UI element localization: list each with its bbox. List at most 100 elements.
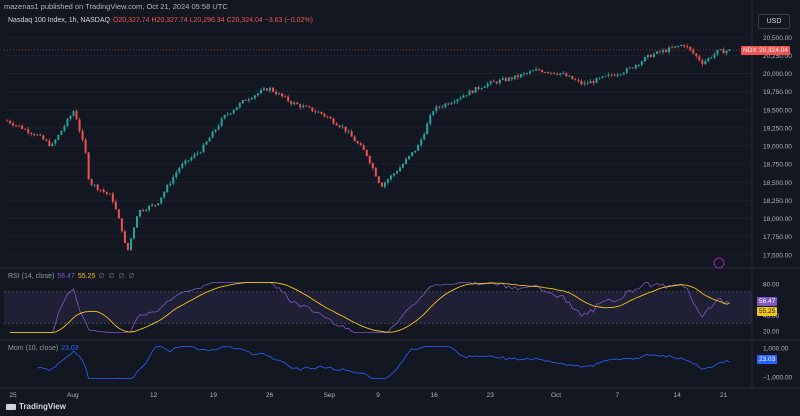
candle-body [365, 149, 368, 156]
candle-body [519, 74, 522, 78]
candle-body [63, 126, 66, 131]
candle-body [423, 134, 426, 140]
candle-body [447, 103, 450, 105]
symbol-name: Nasdaq 100 Index, 1h, NASDAQ [8, 17, 110, 24]
candle-body [42, 135, 45, 140]
price-tick-label: 19,250.00 [763, 125, 792, 132]
candle-body [172, 177, 175, 184]
candle-body [250, 98, 253, 100]
candle-body [132, 227, 135, 239]
candle-body [392, 173, 395, 176]
scale-settings-icon[interactable] [713, 257, 725, 269]
candle-body [269, 87, 272, 91]
candle-body [99, 189, 102, 191]
candle-body [402, 163, 405, 168]
mom-tag: 23.03 [757, 355, 778, 364]
candle-body [368, 155, 371, 164]
candle-body [196, 153, 199, 155]
candle-body [356, 141, 359, 144]
mom-label: Mom (10, close) [8, 345, 59, 352]
candle-body [586, 82, 589, 84]
candle-body [105, 191, 108, 194]
candle-body [592, 81, 595, 83]
rsi-extra: ∅ ∅ ∅ ∅ [98, 273, 136, 280]
candle-body [293, 102, 296, 105]
candle-body [435, 106, 438, 112]
candle-body [157, 203, 160, 206]
candle-body [399, 167, 402, 172]
candle-body [256, 93, 259, 96]
mom-tick-label: 1,000.00 [763, 345, 789, 352]
candle-body [631, 67, 634, 69]
candle-body [680, 45, 683, 47]
candle-body [57, 134, 60, 140]
candle-body [671, 47, 674, 49]
candle-body [598, 77, 601, 79]
currency-button[interactable]: USD [758, 14, 790, 29]
candle-body [205, 141, 208, 145]
candle-body [69, 115, 72, 119]
candle-body [492, 81, 495, 83]
candle-body [145, 210, 148, 212]
candle-body [190, 157, 193, 161]
candle-body [93, 184, 96, 186]
candle-body [438, 106, 441, 108]
price-tick-label: 17,750.00 [763, 234, 792, 241]
candle-body [722, 49, 725, 54]
candle-body [166, 185, 169, 192]
candle-body [66, 118, 69, 127]
rsi-label: RSI (14, close) [8, 273, 55, 280]
candle-body [335, 123, 338, 126]
candle-body [486, 83, 489, 87]
price-tick-label: 19,000.00 [763, 144, 792, 151]
candle-body [15, 125, 18, 127]
candle-body [111, 193, 114, 202]
candle-body [78, 119, 81, 132]
brand-name: TradingView [19, 402, 66, 411]
candle-body [96, 184, 99, 190]
tradingview-icon [6, 403, 16, 410]
candle-body [108, 193, 111, 195]
candle-body [175, 172, 178, 178]
candle-body [148, 205, 151, 211]
rsi-tag: 56.47 [757, 297, 778, 306]
price-tick-label: 18,250.00 [763, 198, 792, 205]
candle-body [453, 101, 456, 103]
momentum-pane [37, 346, 730, 379]
candle-body [513, 75, 516, 80]
time-tick-label: Sep [324, 392, 336, 399]
candle-body [371, 163, 374, 168]
candle-body [123, 231, 126, 243]
candle-body [102, 189, 105, 192]
candle-body [305, 105, 308, 107]
candle-body [538, 69, 541, 71]
candle-body [516, 75, 519, 78]
candle-body [81, 131, 84, 140]
candle-body [9, 120, 12, 124]
rsi-tick-label: 20.00 [763, 329, 780, 336]
rsi-tick-label: 40.00 [763, 313, 780, 320]
symbol-title[interactable]: Nasdaq 100 Index, 1h, NASDAQ O20,327.74 H… [8, 17, 313, 24]
candle-body [184, 160, 187, 164]
candle-body [193, 154, 196, 158]
candle-body [405, 159, 408, 164]
candle-body [317, 111, 320, 113]
time-tick-label: 9 [376, 392, 380, 399]
candle-body [649, 54, 652, 58]
candle-body [716, 49, 719, 55]
candle-body [728, 49, 731, 51]
candle-body [571, 75, 574, 80]
price-tick-label: 20,000.00 [763, 71, 792, 78]
mom-legend[interactable]: Mom (10, close) 23.03 [8, 345, 79, 352]
rsi-legend[interactable]: RSI (14, close) 56.47 55.25 ∅ ∅ ∅ ∅ [8, 272, 136, 280]
time-tick-label: 19 [210, 392, 218, 399]
candle-body [290, 101, 293, 105]
candle-body [637, 64, 640, 66]
candle-body [634, 65, 637, 69]
price-tick-label: 19,500.00 [763, 107, 792, 114]
candle-body [483, 86, 486, 89]
candle-body [474, 87, 477, 93]
candle-body [471, 90, 474, 93]
candle-body [495, 81, 498, 84]
